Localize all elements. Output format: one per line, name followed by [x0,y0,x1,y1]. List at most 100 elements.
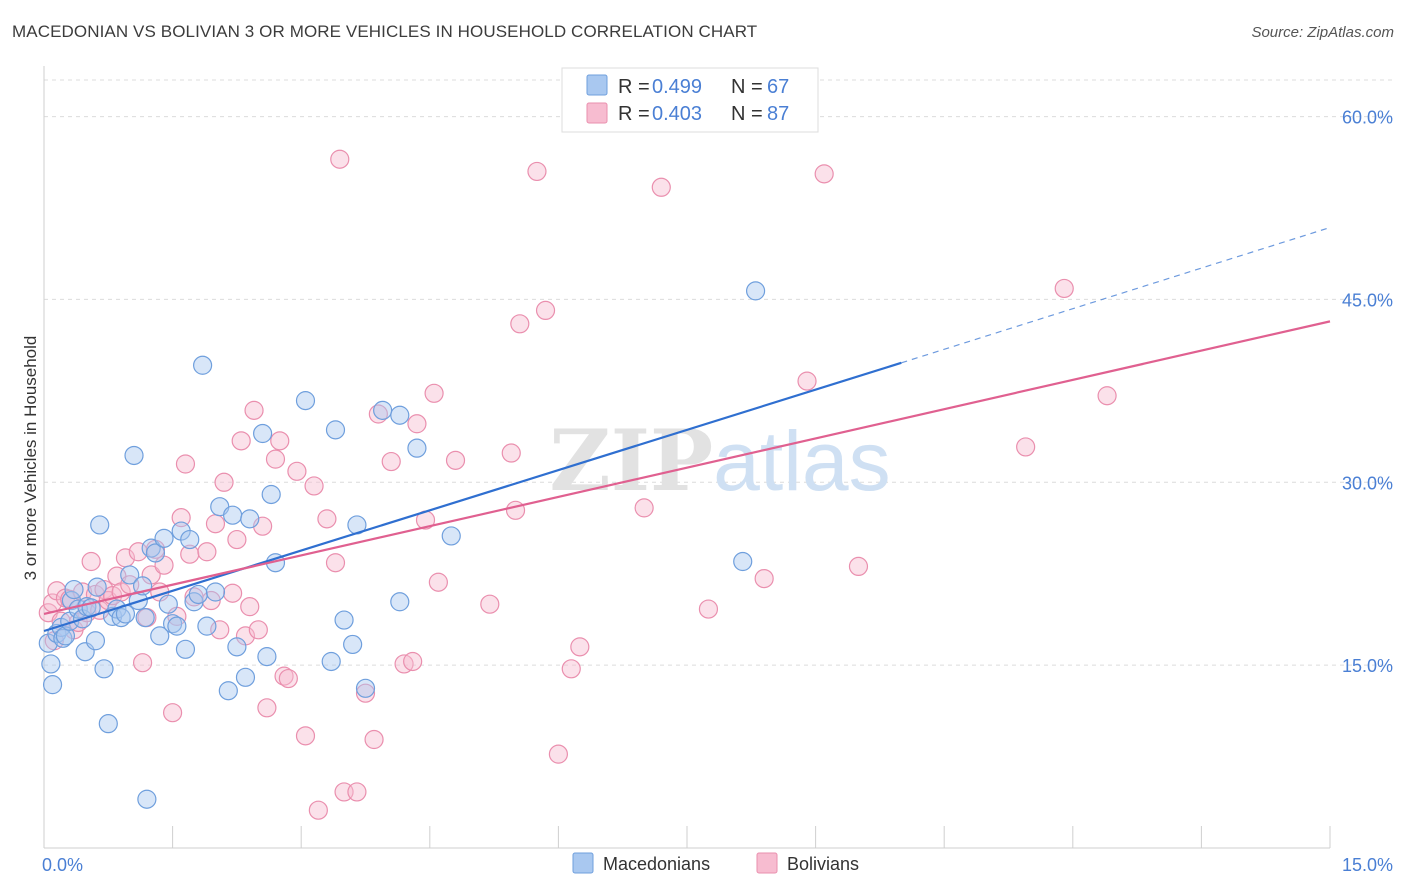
macedonian-point [175,639,196,659]
macedonian-point [41,654,61,674]
macedonian-point [205,582,226,602]
macedonian-point [94,659,114,679]
macedonian-point [257,647,277,667]
bolivian-point [797,371,817,391]
bolivian-point [205,514,226,534]
macedonian-point [124,445,144,466]
bolivian-point [214,472,234,492]
bolivian-point [355,683,376,703]
bolivian-point [505,500,526,520]
macedonian-point [227,637,247,657]
macedonian-point [261,484,281,505]
y-tick-label: 15.0% [1342,656,1393,676]
correlation-legend: R = 0.499 N = 67 R = 0.403 N = 87 [561,67,819,133]
bolivian-point [445,450,466,470]
bolivian-point [428,572,448,592]
bolivian-point [634,498,654,518]
macedonian-point [188,584,208,605]
bolivian-point [325,553,346,573]
macedonian-point [120,565,140,585]
macedonian-point [53,628,73,648]
macedonian-point [154,528,174,548]
bolivian-point [330,149,350,169]
bolivian-point [308,800,328,820]
series-legend: Macedonians Bolivians [572,852,859,874]
bolivian-point [548,744,569,764]
bolivian-point [424,383,444,403]
macedonian-point [355,678,376,698]
bolivian-point [270,431,290,451]
bolivian-point [1016,437,1036,457]
macedonian-point [390,592,410,612]
macedonian-point [98,714,118,734]
bolivians-trend-line [43,320,1331,616]
bolivian-point [171,508,191,528]
legend-r-label-1: R = [618,76,650,98]
bolivian-point [510,314,530,334]
bolivian-point [698,599,719,619]
macedonian-point [343,634,363,655]
macedonian-point [158,594,178,614]
bolivian-point [265,449,286,469]
bolivian-point [364,729,384,750]
macedonian-point [253,423,273,444]
legend-r-value-2: 0.403 [652,103,702,125]
macedonian-point [145,543,166,563]
bolivian-point [240,597,260,617]
legend-r-label-2: R = [618,103,650,125]
y-tick-labels: 15.0% 30.0% 45.0% 60.0% [1342,108,1393,677]
source-credit: Source: ZipAtlas.com [1251,24,1394,41]
gridlines [44,79,1395,666]
bolivian-point [501,443,521,463]
bolivian-point [317,509,337,529]
macedonian-point [223,505,243,525]
series-swatch-bolivians [756,852,778,874]
watermark: ZIPatlas [549,411,890,510]
bolivian-point [1097,386,1117,406]
macedonian-point [87,577,107,597]
macedonian-point [85,631,106,651]
macedonian-point [745,281,766,301]
series-label-bolivians: Bolivians [787,854,859,874]
legend-n-label-1: N = [731,76,763,98]
legend-n-value-2: 87 [767,103,789,125]
bolivian-point [287,461,307,481]
x-tick-label: 15.0% [1342,855,1393,875]
macedonian-point [150,626,170,646]
x-tick-labels: 0.0% 15.0% [42,855,1393,875]
macedonian-point [167,616,187,636]
legend-swatch-bolivians [586,102,608,124]
macedonian-point [90,515,110,535]
macedonian-point [135,607,155,628]
chart-title: MACEDONIAN VS BOLIVIAN 3 OR MORE VEHICLE… [12,22,758,41]
axes [43,66,1331,849]
series-label-macedonians: Macedonians [603,854,710,874]
bolivian-point [227,529,247,550]
macedonian-point [295,391,316,411]
legend-r-value-1: 0.499 [652,76,702,98]
legend-swatch-macedonians [586,74,608,96]
macedonian-point [180,529,200,550]
macedonian-point [235,667,256,687]
macedonian-point [240,509,260,529]
macedonian-point [197,616,217,636]
macedonian-point [321,651,341,672]
bolivian-point [175,454,196,474]
bolivian-point [163,703,183,723]
bolivian-point [403,651,423,672]
bolivian-point [223,583,243,603]
bolivian-point [257,698,277,718]
bolivian-point [132,653,153,673]
bolivian-point [248,620,268,640]
macedonian-point [64,579,84,600]
bolivian-point [527,161,547,182]
bolivian-point [480,594,500,614]
bolivian-point [1054,278,1074,299]
bolivian-point [244,400,264,420]
bolivian-point [535,300,556,320]
bolivian-point [561,659,581,679]
y-tick-label: 30.0% [1342,473,1393,493]
x-tick-label: 0.0% [42,855,83,875]
y-tick-label: 45.0% [1342,290,1393,310]
macedonian-point [441,526,461,546]
